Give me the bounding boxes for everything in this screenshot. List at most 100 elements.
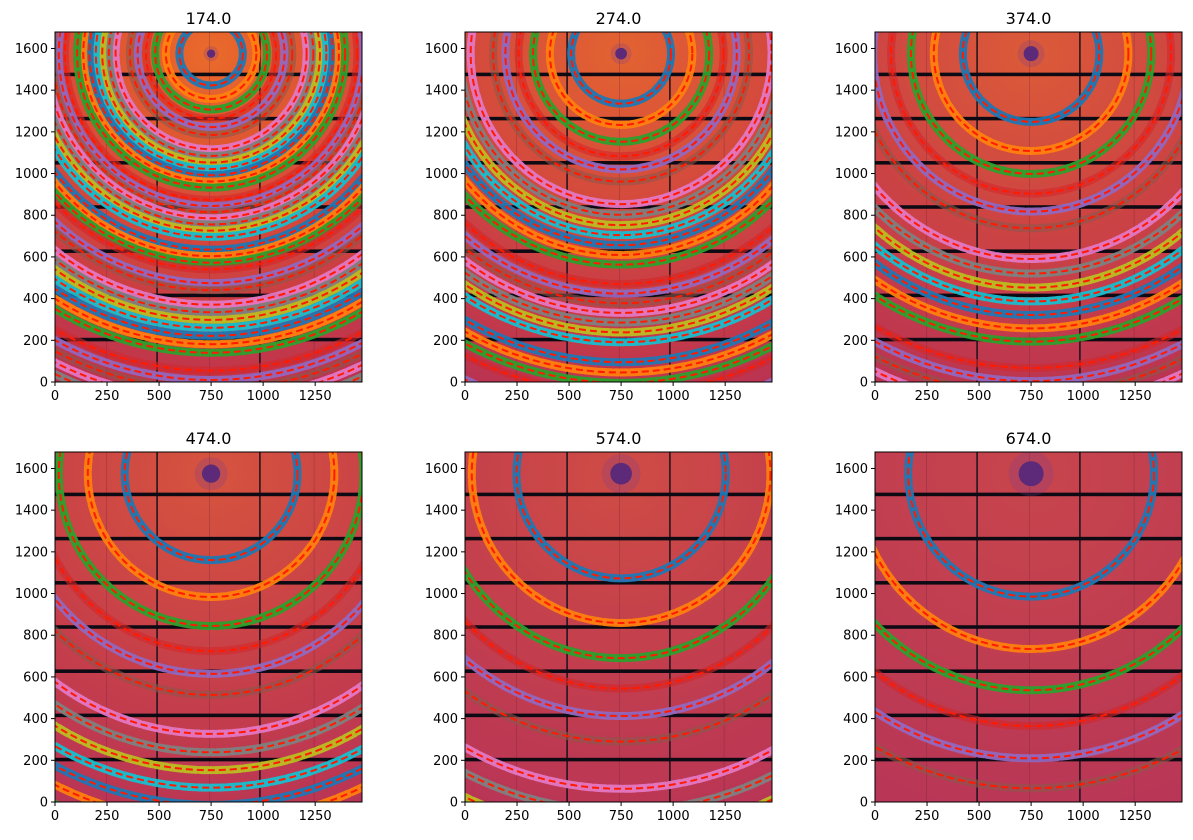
y-tick-label: 1000 [425,587,458,602]
module-gap-horizontal [875,625,1182,629]
y-tick-label: 600 [23,670,48,685]
module-gap-horizontal [465,625,772,629]
x-tick-label: 1250 [1119,389,1152,404]
predicted-ring [890,32,1173,195]
x-tick-label: 500 [147,809,172,824]
observed-ring-band [55,196,362,274]
predicted-ring [101,32,321,164]
subplot-title: 174.0 [186,9,232,28]
predicted-ring [875,206,1182,275]
y-tick-label: 400 [23,292,48,307]
predicted-ring [136,32,286,129]
x-tick-label: 250 [95,389,120,404]
predicted-ring [465,194,772,266]
predicted-ring [55,287,362,337]
observed-ring-band [875,122,1182,233]
y-tick-label: 200 [433,754,458,769]
y-tick-label: 1600 [835,42,868,57]
predicted-ring [465,234,772,295]
x-tick-label: 250 [95,809,120,824]
x-tick-label: 0 [461,809,469,824]
x-tick-label: 750 [199,809,224,824]
predicted-ring [55,680,362,735]
predicted-ring [465,246,772,305]
module-gap-horizontal [465,492,772,497]
module-gap-horizontal [875,669,1182,673]
y-tick-label: 1200 [15,125,48,140]
module-gap-horizontal [465,536,772,541]
predicted-ring [465,569,772,660]
x-tick-label: 1250 [709,389,742,404]
module-gap-horizontal [465,581,772,585]
predicted-ring [517,32,725,158]
predicted-ring [55,277,362,329]
y-tick-label: 800 [433,629,458,644]
predicted-ring [144,32,278,120]
x-tick-label: 0 [871,809,879,824]
x-tick-label: 750 [609,809,634,824]
predicted-ring [55,147,362,238]
predicted-ring [532,32,711,143]
observed-ring-band [465,279,772,337]
beam-spot [615,47,627,60]
x-tick-label: 750 [1019,809,1044,824]
module-gap-horizontal [55,492,362,497]
predicted-ring [123,452,299,562]
y-tick-label: 1000 [15,167,48,182]
observed-ring-band [55,176,362,261]
x-tick-label: 1000 [657,809,690,824]
observed-ring-band [465,615,772,693]
x-tick-label: 250 [915,389,940,404]
x-tick-label: 750 [609,389,634,404]
detector-image [465,452,772,802]
predicted-ring [504,32,738,171]
y-tick-label: 200 [843,754,868,769]
observed-ring-band [55,254,362,317]
y-tick-label: 400 [843,292,868,307]
x-tick-label: 0 [51,809,59,824]
y-tick-label: 1400 [835,504,868,519]
x-tick-label: 500 [557,389,582,404]
predicted-ring [875,32,1182,213]
predicted-ring [86,452,336,598]
y-tick-label: 200 [843,334,868,349]
module-gap-horizontal [875,536,1182,541]
x-tick-label: 1000 [247,389,280,404]
x-tick-label: 750 [1019,389,1044,404]
x-tick-label: 1000 [1067,809,1100,824]
predicted-ring [107,32,315,157]
predicted-ring [63,32,359,201]
predicted-ring [961,32,1101,123]
observed-ring-band [55,699,362,757]
predicted-ring [875,244,1182,303]
y-tick-label: 1200 [15,545,48,560]
module-gap-horizontal [875,205,1182,209]
y-tick-label: 1000 [15,587,48,602]
observed-ring-band [465,32,772,219]
predicted-ring [875,551,1182,650]
subplot-title: 474.0 [186,429,232,448]
y-tick-label: 0 [450,376,458,391]
predicted-ring [82,32,340,183]
predicted-ring [548,32,694,126]
y-tick-label: 1200 [835,125,868,140]
x-tick-label: 500 [967,809,992,824]
y-tick-label: 400 [843,712,868,727]
predicted-ring [515,452,727,580]
predicted-ring [55,328,362,372]
subplot-1: 0 250 500 750 1000 1250 0 200 400 600 800 1000 1200 1… [425,9,773,404]
observed-ring-band [55,245,362,309]
predicted-ring [875,670,1182,727]
y-tick-label: 1600 [15,42,48,57]
y-tick-label: 0 [450,796,458,811]
predicted-ring [94,32,328,170]
y-tick-label: 600 [433,670,458,685]
module-gap-horizontal [55,72,362,77]
y-tick-label: 1400 [15,504,48,519]
detector-image [875,452,1182,802]
observed-ring-band [465,255,772,317]
subplot-title: 674.0 [1006,429,1052,448]
y-tick-label: 1400 [835,84,868,99]
predicted-ring [55,134,362,232]
